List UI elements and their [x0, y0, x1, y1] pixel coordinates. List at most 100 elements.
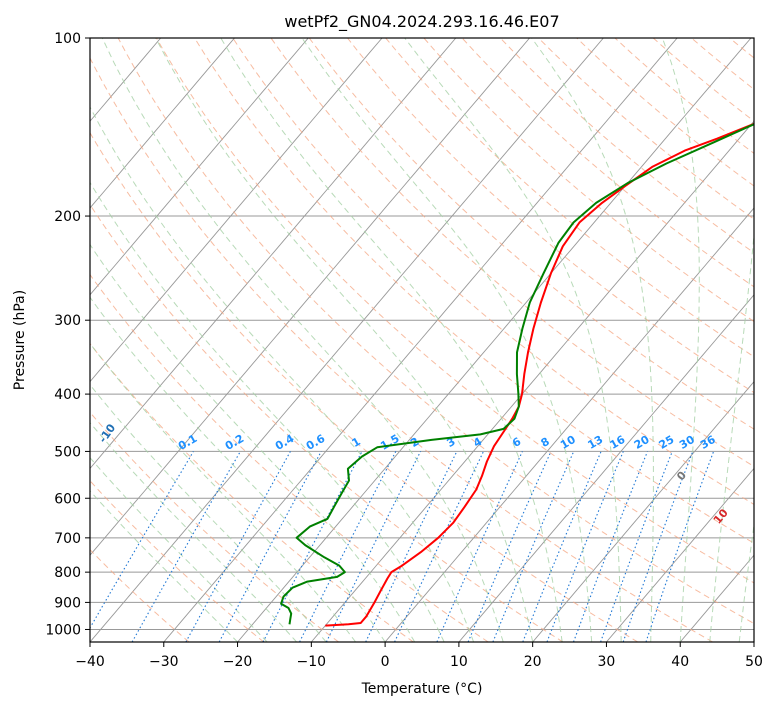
mixing-ratio-line — [645, 451, 715, 642]
mixing-ratio-label: 36 — [698, 433, 718, 452]
dry-adiabat-line — [652, 38, 754, 122]
mixing-ratio-label: 13 — [585, 433, 605, 452]
dry-adiabat-line — [232, 38, 754, 505]
isotherm-line — [90, 38, 383, 383]
isotherm-line — [90, 38, 457, 470]
y-axis: 100 200 300 400 500 600 700 800 900 1000 — [45, 31, 90, 638]
y-tick-label: 700 — [54, 531, 81, 547]
isotherm-line — [90, 38, 604, 642]
dry-adiabat-line — [270, 38, 754, 467]
dry-adiabat-line — [385, 38, 754, 358]
mixing-ratio-label: 0.2 — [223, 432, 246, 453]
moist-adiabat-label: 10 — [711, 506, 731, 526]
moist-adiabat-line — [90, 342, 357, 642]
x-tick-label: −20 — [223, 654, 253, 670]
x-tick-label: 50 — [745, 654, 763, 670]
x-tick-label: 20 — [524, 654, 542, 670]
moist-adiabat-line — [709, 230, 754, 642]
mixing-ratio-line — [436, 451, 523, 642]
moist-adiabat-line — [301, 38, 593, 642]
mixing-ratio-label: 6 — [510, 435, 523, 450]
plot-frame — [89, 37, 755, 643]
mixing-ratio-label: 0.4 — [273, 432, 297, 453]
mixing-ratio-label: 30 — [677, 433, 697, 452]
moist-adiabat-line — [155, 38, 534, 642]
dry-adiabat-line — [90, 273, 489, 642]
mixing-ratio-label: 25 — [657, 433, 677, 452]
x-tick-label: −30 — [149, 654, 179, 670]
moist-adiabat-label: 0 — [674, 469, 689, 483]
isotherm-line — [679, 554, 754, 642]
mixing-ratio-line — [394, 451, 484, 642]
mixing-ratio-line — [546, 451, 624, 642]
dry-adiabat-label: -20 — [14, 392, 36, 416]
moist-adiabat-line — [90, 106, 475, 642]
mixing-ratio-line — [131, 451, 241, 642]
x-tick-label: −10 — [297, 654, 327, 670]
mixing-ratio-line — [600, 451, 673, 642]
x-tick-label: 40 — [671, 654, 689, 670]
moist-adiabat-line — [101, 38, 504, 642]
dry-adiabat-line — [614, 38, 754, 154]
dry-adiabat-line — [423, 38, 754, 323]
mixing-ratio-label: 20 — [632, 433, 652, 452]
moist-adiabat-line — [90, 490, 238, 642]
dry-adiabat-line — [538, 38, 754, 220]
moist-adiabat-line — [90, 296, 386, 642]
mixing-ratio-line — [572, 451, 649, 642]
dry-adiabat-line — [691, 38, 754, 90]
x-tick-label: 0 — [381, 654, 390, 670]
dewpoint-profile — [280, 123, 754, 625]
moist-adiabat-line — [90, 181, 445, 642]
isotherm-line — [90, 38, 309, 296]
mixing-ratio-line — [262, 451, 363, 642]
isotherm-line — [753, 641, 754, 642]
mixing-ratio-line — [365, 451, 458, 642]
moist-adiabat-line — [404, 38, 622, 642]
moist-adiabat-line — [90, 421, 297, 642]
moist-adiabat-label: 20 — [759, 536, 775, 556]
chart-title: wetPf2_GN04.2024.293.16.46.E07 — [284, 12, 559, 32]
x-tick-label: 30 — [598, 654, 616, 670]
dry-adiabat-line — [90, 203, 564, 642]
x-tick-label: 10 — [450, 654, 468, 670]
y-tick-label: 800 — [54, 565, 81, 581]
dry-adiabat-line — [729, 38, 754, 59]
isotherm-line — [90, 38, 530, 556]
dry-adiabat-line — [90, 131, 639, 642]
moist-adiabat-line — [220, 38, 563, 642]
moist-adiabat-line — [531, 38, 654, 642]
y-tick-label: 500 — [54, 444, 81, 460]
temperature-profile — [325, 122, 754, 627]
isotherm-line — [310, 120, 754, 642]
dry-adiabat-line — [90, 480, 265, 642]
isotherm-line — [606, 467, 754, 642]
y-tick-label: 300 — [54, 313, 81, 329]
y-tick-label: 600 — [54, 491, 81, 507]
moist-adiabat-line — [738, 521, 754, 642]
mixing-ratio-line — [299, 451, 397, 642]
mixing-ratio-line — [185, 451, 291, 642]
mixing-ratio-label: 0.6 — [304, 432, 328, 453]
mixing-ratio-line — [218, 451, 322, 642]
x-axis-title: Temperature (°C) — [361, 681, 483, 697]
dry-adiabat-line — [347, 38, 754, 394]
mixing-ratio-line — [622, 451, 694, 642]
mixing-ratio-line — [325, 451, 422, 642]
dry-adiabat-line — [499, 38, 754, 254]
mixing-ratio-line — [90, 451, 194, 629]
isotherm-line — [237, 38, 752, 642]
moist-adiabat-line — [661, 38, 700, 642]
y-tick-label: 200 — [54, 209, 81, 225]
profile-lines — [280, 122, 754, 627]
isotherm-line — [458, 294, 754, 642]
y-tick-label: 900 — [54, 595, 81, 611]
y-tick-label: 100 — [54, 31, 81, 47]
mixing-ratio-line — [522, 451, 602, 642]
mixing-ratio-label: 1 — [350, 435, 363, 450]
isotherm-line — [163, 38, 678, 642]
isotherm-line — [384, 207, 754, 642]
dry-adiabat-line — [90, 57, 713, 642]
moist-adiabat-line — [90, 243, 416, 642]
